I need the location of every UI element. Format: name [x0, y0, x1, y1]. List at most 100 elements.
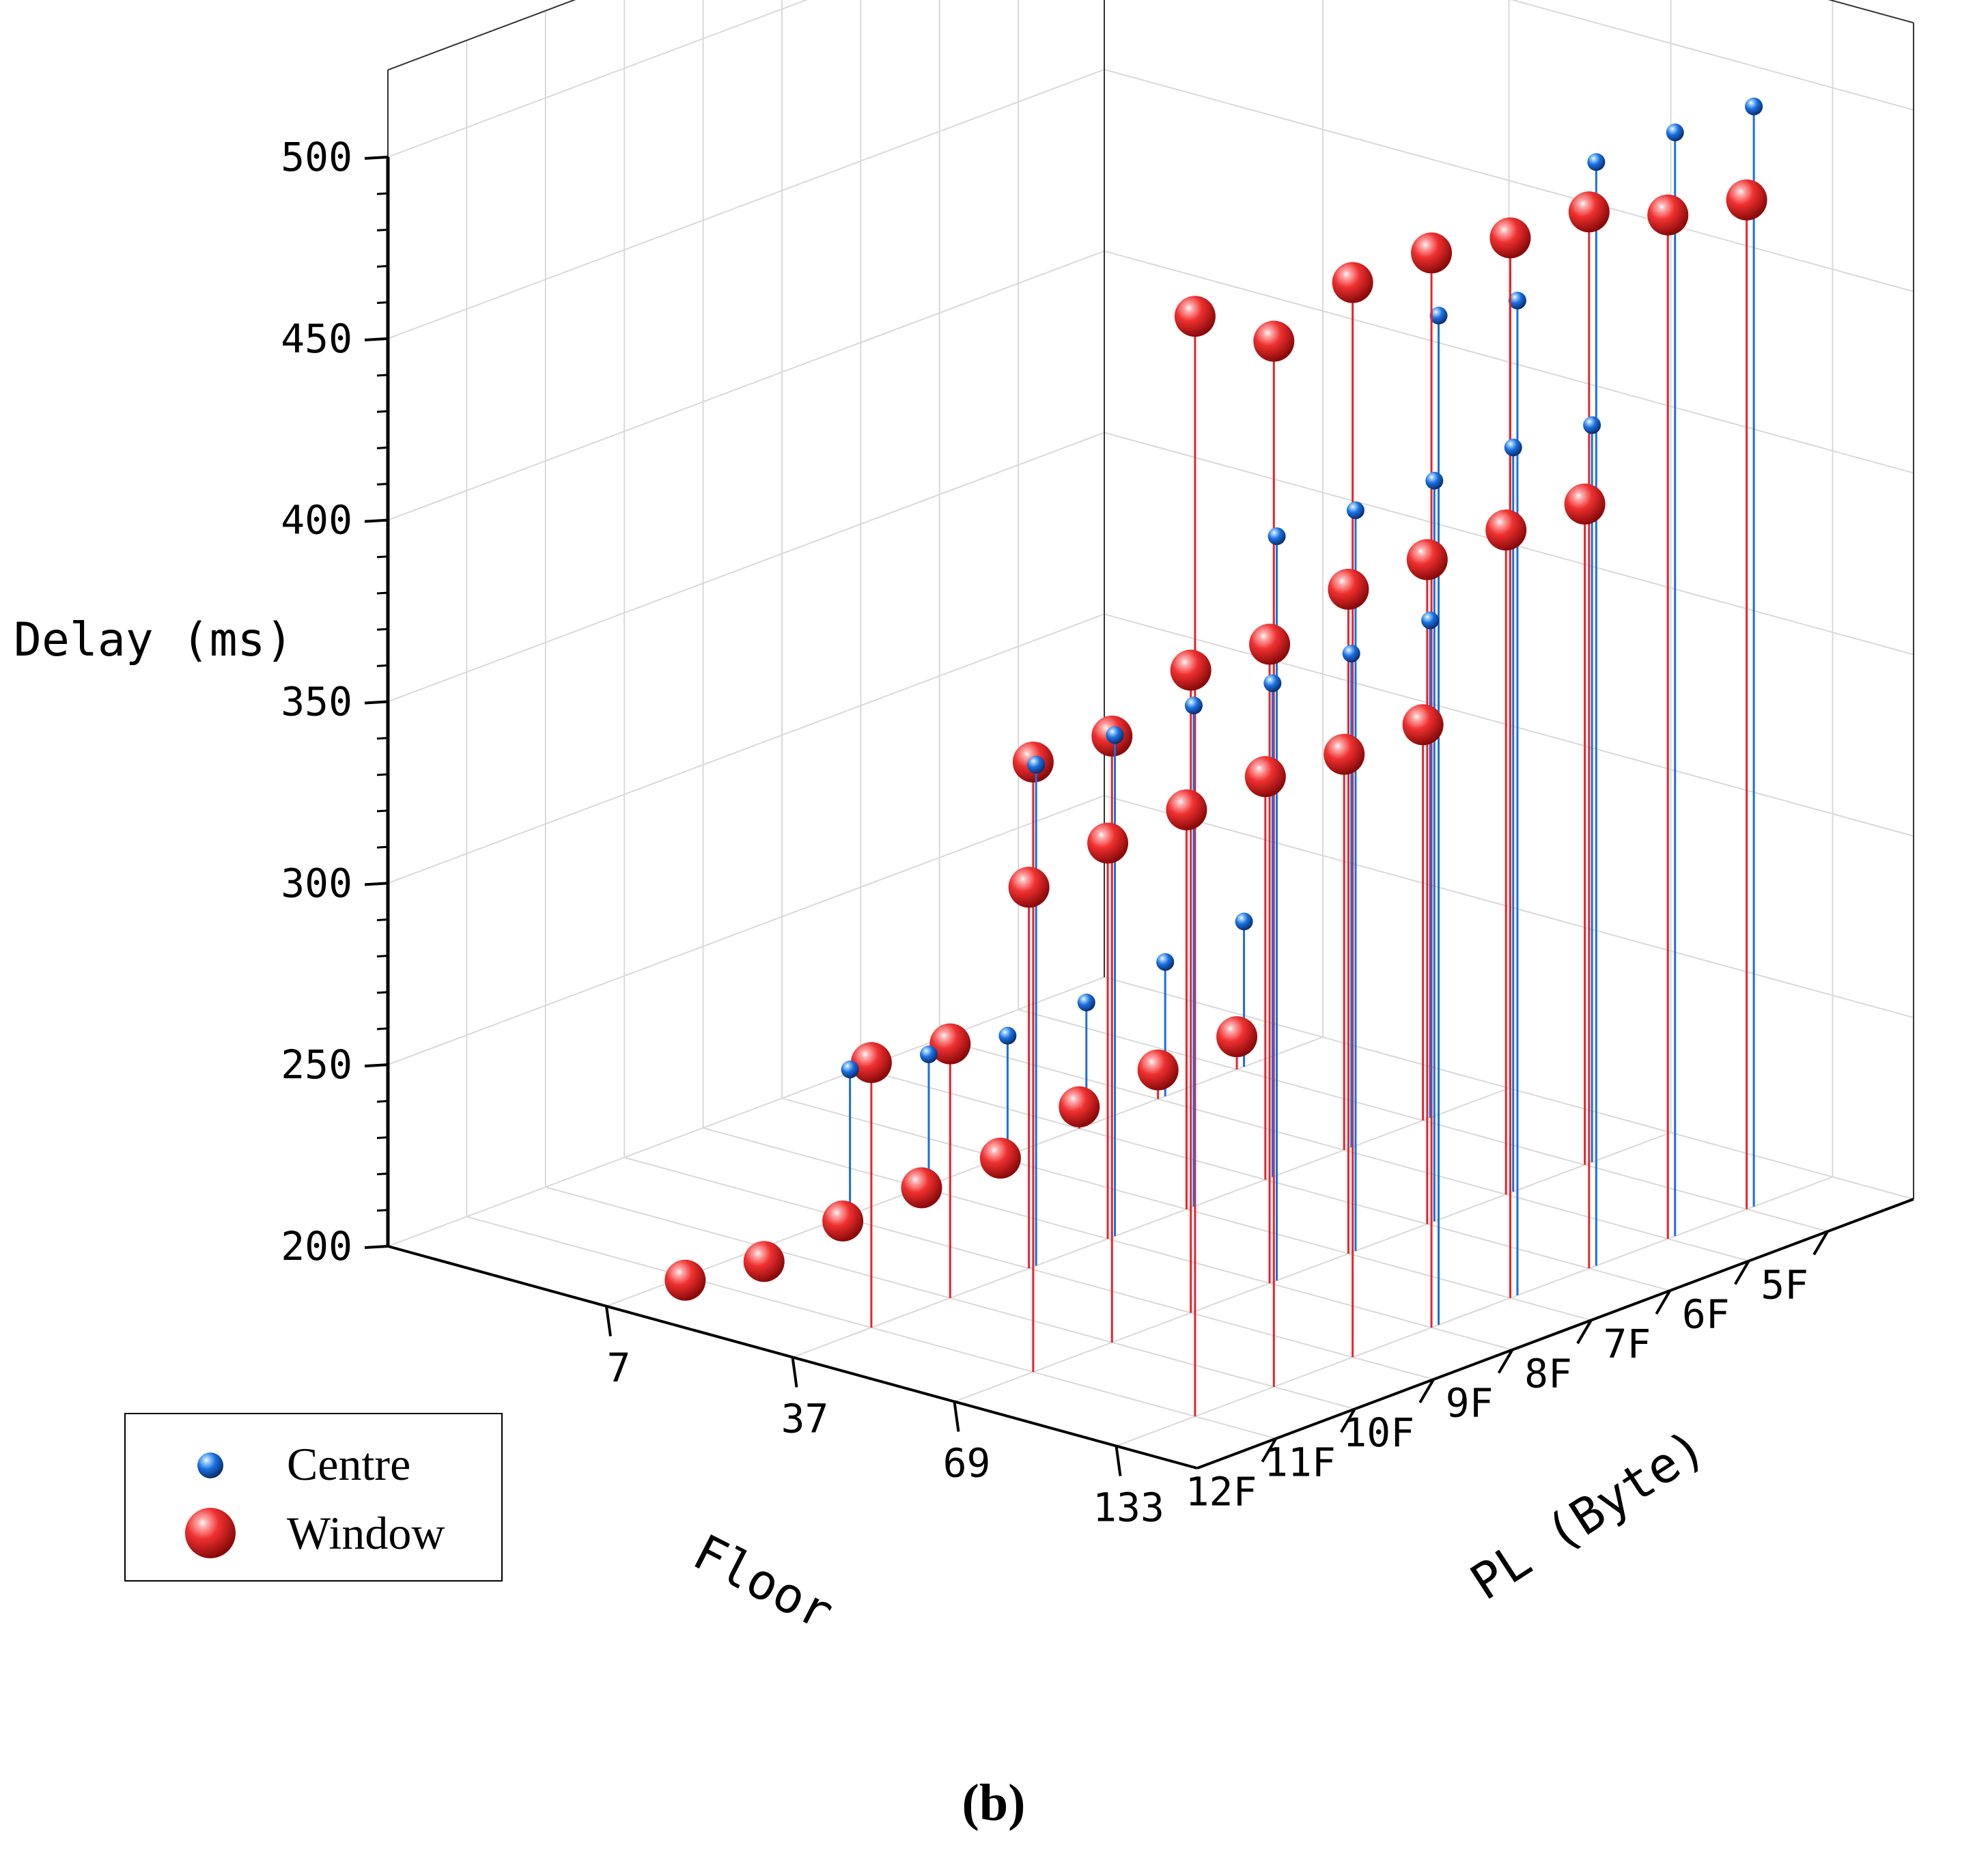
pl-tick-label: 37 — [781, 1396, 829, 1442]
window-point — [1249, 623, 1291, 665]
window-point — [1174, 296, 1216, 337]
grid-z-left-wall — [387, 795, 1105, 1066]
z-major-tick — [364, 882, 389, 886]
window-point — [664, 1259, 706, 1301]
centre-point — [1268, 527, 1286, 546]
z-minor-tick — [376, 955, 389, 958]
pl-axis-label: PL (Byte) — [1461, 1418, 1716, 1611]
window-point — [1568, 191, 1610, 233]
centre-point — [1077, 994, 1095, 1012]
window-point — [1332, 262, 1373, 303]
floor-tick-label: 10F — [1343, 1409, 1414, 1456]
centre-point — [841, 1061, 859, 1079]
z-axis-label: Delay (ms) — [14, 613, 293, 667]
grid-pl-base — [1116, 1176, 1833, 1447]
z-tick-label: 200 — [281, 1223, 352, 1269]
z-major-tick — [364, 700, 389, 705]
window-point — [1059, 1086, 1100, 1127]
z-minor-tick — [376, 483, 389, 486]
window-point — [1402, 704, 1444, 746]
legend-box — [124, 1413, 503, 1582]
legend-window-label: Window — [287, 1507, 445, 1559]
legend-centre-label: Centre — [287, 1438, 410, 1490]
pl-tick-label: 7 — [606, 1345, 630, 1391]
z-tick-label: 450 — [281, 315, 352, 362]
centre-point — [1508, 292, 1526, 310]
pl-tick-label: 69 — [943, 1440, 991, 1487]
pl-major-tick — [791, 1357, 798, 1388]
centre-point — [1184, 697, 1203, 715]
window-point — [850, 1042, 892, 1084]
centre-point — [1425, 471, 1444, 490]
window-point — [1087, 822, 1129, 864]
z-minor-tick — [376, 918, 389, 921]
centre-point — [1421, 611, 1440, 630]
centre-point — [1027, 755, 1046, 774]
floor-tick-label: 8F — [1524, 1350, 1572, 1396]
pl-tick-label: 133 — [1093, 1485, 1164, 1531]
z-minor-tick — [376, 628, 389, 631]
grid-pl-base — [954, 1132, 1671, 1403]
legend-window-marker — [185, 1508, 236, 1558]
centre-point — [1429, 307, 1448, 325]
floor-tick-label: 5F — [1761, 1261, 1808, 1308]
centre-point — [1235, 912, 1253, 931]
z-minor-tick — [376, 228, 389, 231]
centre-point — [1745, 97, 1763, 115]
floor-tick-label: 11F — [1264, 1439, 1336, 1485]
legend-centre-marker — [197, 1452, 223, 1478]
floor-major-tick — [1655, 1289, 1672, 1315]
window-point — [1253, 320, 1295, 362]
z-major-tick — [364, 337, 389, 341]
z-major-tick — [364, 156, 389, 160]
z-minor-tick — [376, 265, 389, 268]
floor-tick-label: 7F — [1603, 1321, 1651, 1367]
centre-point — [1666, 123, 1684, 141]
window-point — [822, 1200, 864, 1242]
z-minor-tick — [376, 1027, 389, 1030]
window-point — [1137, 1049, 1179, 1091]
pl-major-tick — [1115, 1446, 1122, 1476]
floor-axis-label: Floor — [684, 1523, 842, 1641]
centre-point — [1106, 726, 1124, 744]
z-tick-label: 400 — [281, 497, 352, 544]
floor-tick-label: 9F — [1446, 1380, 1494, 1427]
grid-pl-base — [606, 1036, 1324, 1307]
z-minor-tick — [376, 192, 389, 195]
floor-major-tick — [1576, 1319, 1593, 1345]
z-minor-tick — [376, 1172, 389, 1176]
centre-point — [1346, 501, 1364, 520]
centre-point — [1156, 953, 1175, 971]
z-major-tick — [364, 1063, 389, 1068]
z-tick-label: 300 — [281, 860, 352, 906]
grid-z-right-wall — [1510, 0, 1914, 111]
centre-point — [1583, 416, 1601, 434]
grid-pl-base — [792, 1087, 1509, 1358]
window-point — [1166, 789, 1207, 830]
grid-z-left-wall — [387, 68, 1105, 339]
floor-tick-label: 6F — [1682, 1291, 1730, 1338]
chart-marks — [664, 97, 1767, 1417]
z-minor-tick — [376, 410, 389, 413]
pl-axis-line — [1196, 1198, 1914, 1470]
window-point — [1216, 1016, 1258, 1058]
grid-z-left-wall — [387, 250, 1105, 521]
window-point — [1324, 733, 1365, 775]
z-minor-tick — [376, 374, 389, 377]
floor-tick-label: 12F — [1186, 1469, 1257, 1515]
grid-z-left-wall — [387, 0, 809, 158]
z-minor-tick — [376, 991, 389, 994]
window-point — [1328, 568, 1369, 610]
centre-point — [998, 1026, 1017, 1045]
figure-caption: (b) — [962, 1774, 1026, 1831]
z-minor-tick — [376, 773, 389, 776]
pl-major-tick — [953, 1401, 960, 1432]
floor-major-tick — [1261, 1437, 1278, 1463]
centre-point — [1587, 153, 1606, 171]
z-major-tick — [364, 1245, 389, 1249]
window-point — [1244, 756, 1286, 798]
chart-ticks: 200 250 300 350 400 450 500 5F 6F 7F 8F 9F 10F11F12F… — [281, 134, 1829, 1531]
floor-major-tick — [1812, 1231, 1829, 1256]
centre-point — [1504, 438, 1522, 457]
window-point — [929, 1023, 971, 1065]
